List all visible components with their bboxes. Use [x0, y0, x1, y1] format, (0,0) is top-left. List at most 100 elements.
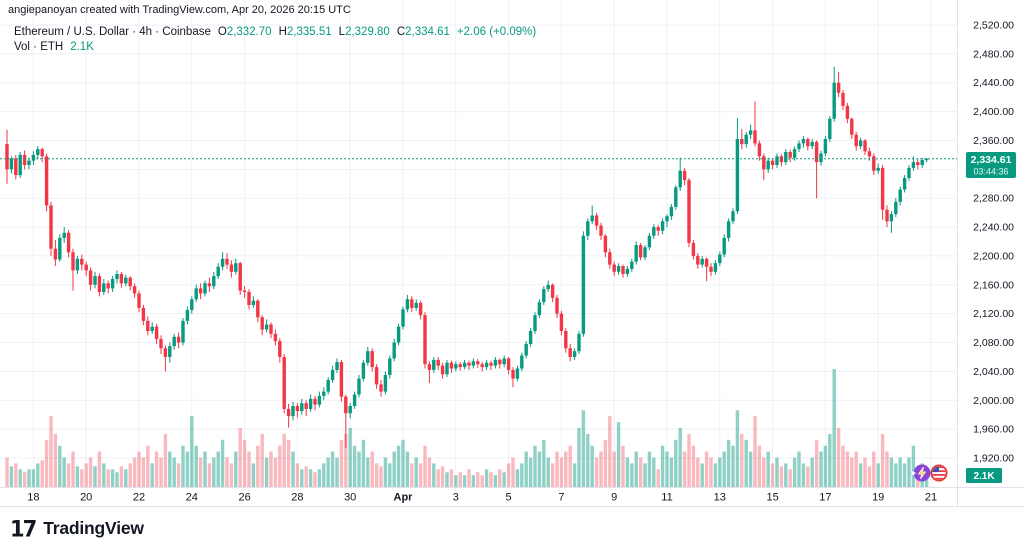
candle-up [322, 391, 326, 396]
candle-up [190, 299, 194, 311]
candle-down [788, 152, 792, 158]
candle-up [181, 320, 185, 343]
candle-down [229, 264, 234, 272]
volume-bar [40, 460, 44, 487]
volume-bar [361, 439, 366, 487]
volume-label[interactable]: Vol · ETH [14, 41, 64, 53]
time-axis-label: 22 [133, 492, 145, 504]
volume-bar [652, 457, 656, 487]
candle-up [62, 232, 66, 238]
candle-up [383, 375, 388, 392]
price-chart[interactable]: 2,520.00 2,480.00 2,440.00 2,400.00 2,360.00… [0, 0, 1024, 506]
candle-up [251, 300, 256, 306]
candle-up [784, 152, 788, 163]
volume-bar [432, 463, 436, 487]
candle-up [264, 324, 269, 330]
volume-bar [317, 469, 322, 487]
volume-bar [550, 463, 555, 487]
lightning-emoji-sticker[interactable] [909, 464, 931, 482]
volume-bar [502, 472, 506, 487]
volume-bar [282, 433, 286, 487]
candle-down [379, 384, 383, 392]
volume-bar [471, 475, 476, 487]
volume-bar [423, 445, 427, 487]
volume-bar [894, 463, 898, 487]
candlestick-series [5, 66, 929, 448]
price-badge-countdown: 03:44:36 [973, 167, 1008, 177]
candle-down [273, 333, 278, 342]
candle-down [159, 338, 163, 349]
candle-up [414, 302, 418, 308]
time-axis-label: 3 [453, 492, 459, 504]
volume-bar [124, 469, 128, 487]
candle-up [625, 268, 630, 274]
candle-up [652, 227, 656, 236]
candle-up [524, 343, 528, 356]
volume-bar [476, 472, 480, 487]
volume-bar [212, 457, 216, 487]
candle-down [132, 286, 137, 294]
volume-bar [836, 428, 841, 487]
time-axis-label: 28 [291, 492, 303, 504]
volume-bar [880, 433, 885, 487]
candle-down [872, 156, 876, 171]
candle-down [696, 255, 700, 265]
time-axis-label: 19 [872, 492, 884, 504]
volume-bar [480, 475, 484, 487]
candle-down [845, 105, 850, 119]
candle-up [744, 134, 748, 145]
volume-bar [335, 457, 339, 487]
volume-bar [27, 469, 31, 487]
time-axis[interactable]: 18 20 22 24 26 28 30 Apr 3 5 7 9 11 13 15 17 19 21 [27, 492, 937, 504]
volume-bar [168, 451, 172, 487]
candle-down [313, 398, 317, 405]
volume-bar [788, 469, 792, 487]
candle-up [27, 160, 31, 166]
candle-down [506, 358, 511, 370]
candle-up [726, 221, 731, 238]
candle-up [308, 398, 313, 409]
time-axis-label: 20 [80, 492, 92, 504]
candle-down [238, 263, 242, 291]
candle-down [146, 320, 150, 331]
candle-up [115, 273, 119, 280]
volume-bar [467, 469, 471, 487]
time-axis-label: 18 [27, 492, 39, 504]
volume-bar [700, 463, 704, 487]
candle-up [889, 214, 894, 222]
price-axis[interactable]: 2,520.00 2,480.00 2,440.00 2,400.00 2,360.00… [973, 20, 1014, 465]
price-axis-label: 2,520.00 [973, 20, 1014, 32]
volume-bar [863, 457, 867, 487]
candle-down [256, 300, 260, 318]
symbol-title[interactable]: Ethereum / U.S. Dollar · 4h · Coinbase [14, 26, 211, 38]
tradingview-logo-icon: 17 [10, 515, 37, 542]
candle-up [291, 406, 295, 417]
candle-up [75, 258, 80, 271]
chart-plot-area[interactable] [0, 0, 958, 488]
candle-up [396, 326, 401, 343]
volume-bar [810, 457, 814, 487]
volume-bar [330, 451, 335, 487]
candle-down [40, 149, 44, 157]
candle-up [660, 221, 665, 231]
volume-bar [146, 445, 150, 487]
volume-bar [581, 410, 586, 487]
tradingview-logo[interactable]: 17 TradingView [10, 515, 144, 542]
candle-up [572, 351, 577, 357]
volume-bar [766, 451, 770, 487]
volume-bar [718, 457, 722, 487]
close-value: C2,334.61 [396, 26, 450, 38]
us-flag-emoji-sticker[interactable] [930, 464, 948, 482]
candle-down [449, 362, 454, 369]
flag-ring [930, 464, 948, 482]
volume-bar [704, 451, 709, 487]
candle-up [766, 160, 770, 170]
candle-up [515, 368, 520, 379]
candle-down [88, 270, 93, 285]
candle-down [418, 302, 423, 316]
candle-down [304, 403, 308, 409]
volume-bar [256, 445, 260, 487]
candle-up [735, 139, 740, 212]
candle-up [392, 342, 396, 359]
candle-up [216, 266, 220, 277]
